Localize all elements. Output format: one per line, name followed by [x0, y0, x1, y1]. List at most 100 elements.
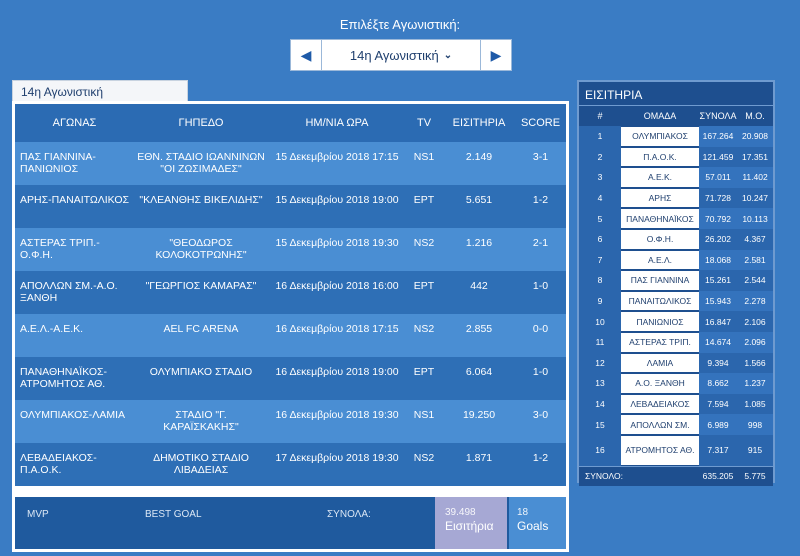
tickets-body: 1 ΟΛΥΜΠΙΑΚΟΣ 167.264 20.908 2 Π.Α.Ο.Κ. 121.459… — [579, 126, 773, 466]
total-cell: 26.202 — [699, 228, 737, 250]
table-row: 9 ΠΑΝΑΙΤΩΛΙΚΟΣ 15.943 2.278 — [579, 290, 773, 312]
total-cell: 121.459 — [699, 146, 737, 168]
table-row: ΑΣΤΕΡΑΣ ΤΡΙΠ.-Ο.Φ.Η. "ΘΕΟΔΩΡΟΣ ΚΟΛΟΚΟΤΡΩΝ… — [15, 228, 566, 271]
rank-cell: 9 — [579, 290, 621, 312]
mvp-label: MVP — [27, 509, 49, 520]
score-cell: 1-2 — [532, 194, 549, 206]
total-cell: 71.728 — [699, 187, 737, 209]
total-cell: 57.011 — [699, 167, 737, 188]
table-row: 4 ΑΡΗΣ 71.728 10.247 — [579, 187, 773, 209]
team-cell: ΛΕΒΑΔΕΙΑΚΟΣ — [621, 394, 699, 414]
table-row: 8 ΠΑΣ ΓΙΑΝΝΙΝΑ 15.261 2.544 — [579, 270, 773, 291]
totals-label: ΣΥΝΟΛΑ: — [327, 509, 371, 520]
avg-cell: 1.085 — [737, 393, 773, 415]
table-row: 15 ΑΠΟΛΛΩΝ ΣΜ. 6.989 998 — [579, 414, 773, 435]
next-round-button[interactable]: ▶ — [480, 40, 511, 70]
round-dropdown[interactable]: 14η Αγωνιστική ⌄ — [322, 40, 480, 70]
total-goals-value: 18 — [517, 507, 529, 518]
rank-cell: 1 — [579, 126, 621, 147]
rank-cell: 14 — [579, 393, 621, 415]
stadium-cell: "ΓΕΩΡΓΙΟΣ ΚΑΜΑΡΑΣ" — [145, 280, 257, 292]
total-cell: 18.068 — [699, 249, 737, 271]
tv-cell: NS2 — [413, 237, 435, 249]
datetime-cell: 15 Δεκεμβρίου 2018 19:30 — [275, 237, 399, 249]
avg-cell: 4.367 — [737, 228, 773, 250]
team-cell: Π.Α.Ο.Κ. — [621, 147, 699, 167]
tv-cell: NS2 — [413, 323, 435, 335]
rank-cell: 4 — [579, 187, 621, 209]
avg-cell: 998 — [737, 414, 773, 435]
table-row: 6 Ο.Φ.Η. 26.202 4.367 — [579, 228, 773, 250]
table-row: 7 Α.Ε.Λ. 18.068 2.581 — [579, 249, 773, 271]
stadium-cell: ΔΗΜΟΤΙΚΟ ΣΤΑΔΙΟ ΛΙΒΑΔΕΙΑΣ — [153, 452, 249, 476]
team-cell: ΑΣΤΕΡΑΣ ΤΡΙΠ. — [621, 332, 699, 352]
avg-cell: 17.351 — [737, 146, 773, 168]
matches-footer: MVP BEST GOAL ΣΥΝΟΛΑ: 39.498 Εισιτήρια 1… — [15, 497, 566, 549]
tickets-title: ΕΙΣΙΤΗΡΙΑ — [579, 82, 773, 106]
tickets-header-row: # ΟΜΑΔΑ ΣΥΝΟΛΑ Μ.Ο. — [579, 106, 773, 126]
avg-cell: 1.566 — [737, 352, 773, 374]
tickets-total-value: 635.205 — [702, 471, 734, 482]
avg-cell: 10.247 — [737, 187, 773, 209]
chevron-right-icon: ▶ — [490, 46, 502, 63]
table-row: 1 ΟΛΥΜΠΙΑΚΟΣ 167.264 20.908 — [579, 126, 773, 147]
match-cell: ΑΣΤΕΡΑΣ ΤΡΙΠ.-Ο.Φ.Η. — [20, 237, 100, 261]
score-cell: 0-0 — [532, 323, 549, 335]
total-cell: 15.261 — [699, 270, 737, 291]
total-tickets-box: 39.498 Εισιτήρια — [435, 497, 507, 549]
team-cell: Α.Ε.Κ. — [621, 168, 699, 187]
datetime-cell: 16 Δεκεμβρίου 2018 17:15 — [275, 323, 399, 335]
avg-cell: 2.106 — [737, 311, 773, 332]
team-cell: ΟΛΥΜΠΙΑΚΟΣ — [621, 127, 699, 146]
tv-cell: ΕΡΤ — [413, 194, 435, 206]
round-tab[interactable]: 14η Αγωνιστική — [12, 80, 188, 102]
header-stadium: ΓΗΠΕΔΟ — [178, 117, 224, 129]
datetime-cell: 15 Δεκεμβρίου 2018 17:15 — [275, 151, 399, 163]
rank-cell: 8 — [579, 270, 621, 291]
header-match: ΑΓΩΝΑΣ — [52, 117, 97, 129]
rank-cell: 11 — [579, 331, 621, 353]
rank-cell: 12 — [579, 352, 621, 374]
chevron-down-icon: ⌄ — [443, 49, 453, 61]
rank-cell: 5 — [579, 208, 621, 229]
avg-cell: 2.544 — [737, 270, 773, 291]
team-cell: ΠΑΝΙΩΝΙΟΣ — [621, 312, 699, 331]
prev-round-button[interactable]: ◀ — [291, 40, 322, 70]
table-row: ΠΑΝΑΘΗΝΑΪΚΟΣ-ΑΤΡΟΜΗΤΟΣ ΑΘ. ΟΛΥΜΠΙΑΚΟ ΣΤΑΔ… — [15, 357, 566, 400]
total-goals-label: Goals — [517, 519, 549, 533]
header-score: SCORE — [520, 117, 561, 129]
table-row: 16 ΑΤΡΟΜΗΤΟΣ ΑΘ. 7.317 915 — [579, 434, 773, 466]
total-cell: 9.394 — [699, 352, 737, 374]
total-cell: 14.674 — [699, 331, 737, 353]
table-row: ΛΕΒΑΔΕΙΑΚΟΣ-Π.Α.Ο.Κ. ΔΗΜΟΤΙΚΟ ΣΤΑΔΙΟ ΛΙΒΑ… — [15, 443, 566, 486]
stadium-cell: "ΚΛΕΑΝΘΗΣ ΒΙΚΕΛΙΔΗΣ" — [139, 194, 263, 206]
team-cell: Ο.Φ.Η. — [621, 229, 699, 249]
header-rank: # — [597, 111, 603, 121]
total-tickets-label: Εισιτήρια — [445, 519, 494, 533]
avg-cell: 11.402 — [737, 167, 773, 188]
table-row: ΑΡΗΣ-ΠΑΝΑΙΤΩΛΙΚΟΣ "ΚΛΕΑΝΘΗΣ ΒΙΚΕΛΙΔΗΣ" 15 … — [15, 185, 566, 228]
stadium-cell: ΟΛΥΜΠΙΑΚΟ ΣΤΑΔΙΟ — [149, 366, 253, 378]
stadium-cell: ΕΘΝ. ΣΤΑΔΙΟ ΙΩΑΝΝΙΝΩΝ "ΟΙ ΖΩΣΙΜΑΔΕΣ" — [137, 151, 265, 175]
tickets-cell: 19.250 — [462, 409, 496, 421]
tickets-cell: 2.149 — [465, 151, 493, 163]
table-row: 3 Α.Ε.Κ. 57.011 11.402 — [579, 167, 773, 188]
datetime-cell: 16 Δεκεμβρίου 2018 16:00 — [275, 280, 399, 292]
rank-cell: 6 — [579, 228, 621, 250]
table-row: ΠΑΣ ΓΙΑΝΝΙΝΑ-ΠΑΝΙΩΝΙΟΣ ΕΘΝ. ΣΤΑΔΙΟ ΙΩΑΝΝΙ… — [15, 142, 566, 185]
score-cell: 1-0 — [532, 366, 549, 378]
rank-cell: 16 — [579, 434, 621, 466]
stadium-cell: AEL FC ARENA — [163, 323, 239, 335]
score-cell: 1-0 — [532, 280, 549, 292]
rank-cell: 15 — [579, 414, 621, 435]
table-row: ΑΠΟΛΛΩΝ ΣΜ.-Α.Ο. ΞΑΝΘΗ "ΓΕΩΡΓΙΟΣ ΚΑΜΑΡΑΣ"… — [15, 271, 566, 314]
avg-cell: 1.237 — [737, 373, 773, 394]
team-cell: Α.Ε.Λ. — [621, 250, 699, 270]
datetime-cell: 15 Δεκεμβρίου 2018 19:00 — [275, 194, 399, 206]
avg-cell: 2.581 — [737, 249, 773, 271]
team-cell: Α.Ο. ΞΑΝΘΗ — [621, 374, 699, 393]
tickets-cell: 1.871 — [465, 452, 493, 464]
chevron-left-icon: ◀ — [300, 46, 312, 63]
total-cell: 167.264 — [699, 126, 737, 147]
total-tickets-value: 39.498 — [445, 507, 476, 518]
